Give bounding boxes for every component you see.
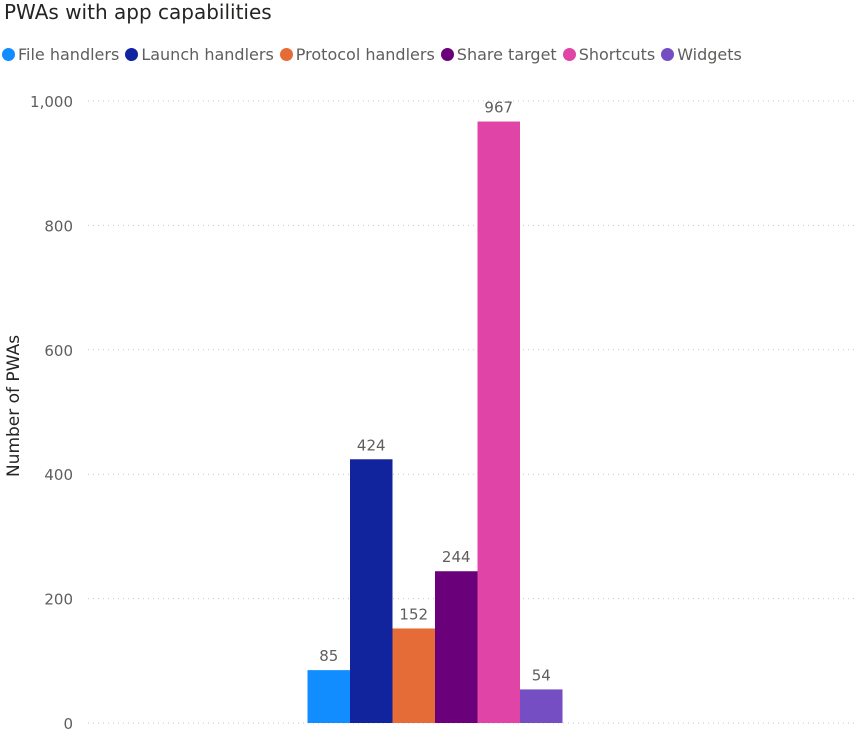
legend-marker [562, 47, 576, 61]
legend-item[interactable]: Widgets [661, 45, 742, 64]
data-label: 85 [319, 647, 338, 665]
y-tick-label: 1,000 [30, 93, 73, 111]
legend-marker [440, 47, 454, 61]
y-tick-label: 600 [44, 342, 73, 360]
y-tick-label: 400 [44, 466, 73, 484]
data-label: 244 [442, 548, 471, 566]
legend-marker [279, 47, 293, 61]
data-label: 967 [484, 99, 513, 117]
y-axis-label: Number of PWAs [4, 335, 24, 477]
y-tick-label: 800 [44, 217, 73, 235]
legend-label: Share target [456, 44, 557, 64]
data-label: 54 [532, 666, 551, 684]
bars [307, 121, 563, 723]
legend-label: Protocol handlers [295, 44, 435, 64]
legend-item[interactable]: Launch handlers [125, 44, 274, 64]
legend: File handlers Launch handlers Protocol han… [2, 42, 748, 66]
bar[interactable] [477, 121, 521, 723]
legend-label: File handlers [18, 44, 120, 64]
legend-item[interactable]: Share target [440, 44, 557, 64]
legend-item[interactable]: File handlers [2, 45, 119, 64]
data-labels: 85 424 152 244 967 54 [319, 99, 551, 685]
y-axis-ticks: 0 200 400 600 800 1,000 [30, 93, 73, 733]
y-tick-label: 200 [44, 591, 73, 609]
bar[interactable] [435, 571, 478, 723]
legend-item[interactable]: Protocol handlers [279, 44, 435, 64]
data-label: 152 [399, 605, 428, 623]
bar[interactable] [350, 459, 393, 723]
gridlines [88, 100, 856, 724]
legend-label: Shortcuts [578, 44, 656, 64]
y-tick-label: 0 [63, 715, 73, 733]
legend-item[interactable]: Shortcuts [562, 44, 656, 64]
legend-label: Widgets [677, 44, 742, 64]
data-label: 424 [357, 436, 386, 454]
bar[interactable] [392, 628, 436, 723]
legend-marker [661, 47, 675, 61]
legend-marker [2, 47, 15, 61]
chart-title: PWAs with app capabilities [4, 0, 272, 24]
bar[interactable] [307, 670, 351, 723]
legend-label: Launch handlers [141, 44, 274, 64]
bar[interactable] [520, 689, 563, 723]
legend-marker [125, 47, 139, 61]
